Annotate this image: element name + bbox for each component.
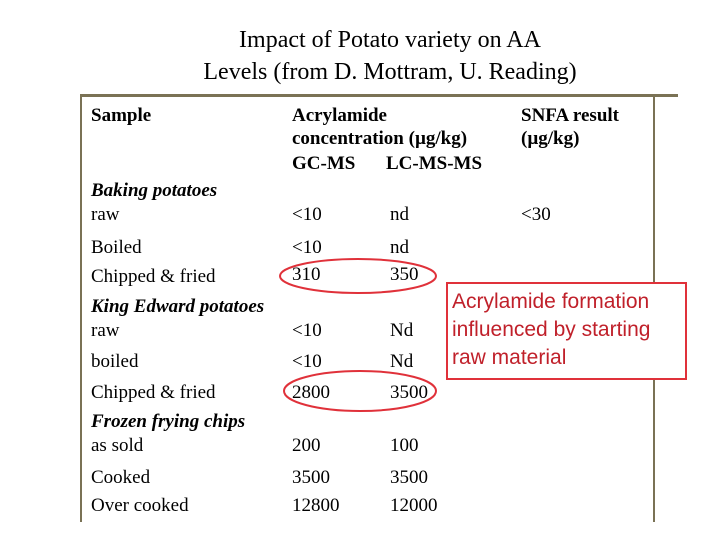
row-lcmsms: nd — [390, 204, 409, 225]
row-gcms: 12800 — [292, 495, 340, 516]
row-gcms: 310 — [292, 264, 321, 285]
row-sample: raw — [91, 320, 120, 341]
row-lcmsms: Nd — [390, 351, 414, 372]
header-acrylamide-line-2: concentration (µg/kg) — [292, 128, 468, 149]
row-gcms: 3500 — [292, 467, 330, 488]
row-snfa: <30 — [521, 204, 551, 225]
table-left-rule — [80, 94, 82, 522]
row-gcms: <10 — [292, 320, 322, 341]
header-gcms: GC-MS — [292, 153, 356, 174]
callout-box — [446, 282, 687, 380]
row-sample: as sold — [91, 435, 144, 456]
highlight-oval-chipped-fried — [279, 258, 437, 294]
row-gcms: <10 — [292, 204, 322, 225]
header-acrylamide-line-1: Acrylamide — [292, 105, 387, 126]
row-lcmsms: Nd — [390, 320, 414, 341]
header-sample: Sample — [91, 105, 152, 126]
row-sample: Boiled — [91, 237, 142, 258]
row-lcmsms: 12000 — [390, 495, 438, 516]
row-lcmsms: 3500 — [390, 467, 428, 488]
row-gcms: 2800 — [292, 382, 330, 403]
highlight-oval-king-edward-chipped — [283, 370, 437, 412]
callout-line-2: influenced by starting — [452, 318, 651, 341]
group-frozen-frying-chips: Frozen frying chips — [91, 411, 246, 432]
header-snfa-line-2: (µg/kg) — [521, 128, 580, 149]
row-lcmsms: 3500 — [390, 382, 428, 403]
row-gcms: 200 — [292, 435, 321, 456]
title-line-2: Levels (from D. Mottram, U. Reading) — [203, 59, 577, 85]
header-lcmsms: LC-MS-MS — [386, 153, 483, 174]
row-lcmsms: nd — [390, 237, 409, 258]
row-gcms: <10 — [292, 351, 322, 372]
row-sample: Over cooked — [91, 495, 189, 516]
group-baking-potatoes: Baking potatoes — [91, 180, 218, 201]
slide-title: Impact of Potato variety on AA Levels (f… — [0, 24, 720, 88]
row-sample: Chipped & fried — [91, 266, 216, 287]
table-top-rule — [80, 94, 678, 97]
row-lcmsms: 350 — [390, 264, 419, 285]
callout-line-3: raw material — [452, 346, 567, 369]
group-king-edward-potatoes: King Edward potatoes — [91, 296, 265, 317]
header-snfa-line-1: SNFA result — [521, 105, 619, 126]
row-lcmsms: 100 — [390, 435, 419, 456]
row-gcms: <10 — [292, 237, 322, 258]
title-line-1: Impact of Potato variety on AA — [239, 27, 541, 53]
callout-text: Acrylamide formation influenced by start… — [452, 288, 692, 372]
row-sample: Chipped & fried — [91, 382, 216, 403]
callout-line-1: Acrylamide formation — [452, 290, 650, 313]
row-sample: raw — [91, 204, 120, 225]
row-sample: boiled — [91, 351, 139, 372]
row-sample: Cooked — [91, 467, 151, 488]
